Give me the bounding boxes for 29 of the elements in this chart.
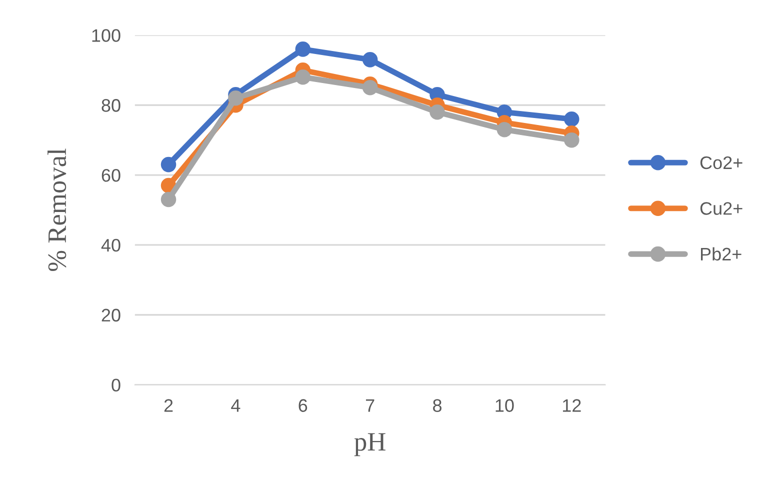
x-tick-label: 10: [496, 399, 514, 412]
point: [160, 192, 176, 208]
y-tick-label: 80: [102, 99, 120, 112]
point: [362, 80, 378, 96]
y-axis-title: % Removal: [48, 148, 66, 272]
point: [564, 111, 580, 127]
point: [430, 104, 445, 120]
x-tick-label: 4: [231, 399, 240, 412]
legend-label: Cu2+: [700, 202, 742, 215]
x-axis-title: pH: [354, 433, 386, 456]
y-tick-label: 100: [92, 29, 120, 42]
x-tick-label: 2: [164, 399, 173, 412]
x-tick-label: 12: [562, 399, 581, 412]
point: [295, 42, 311, 57]
point: [496, 122, 512, 138]
y-tick-label: 20: [102, 308, 120, 322]
legend-label: Co2+: [700, 156, 742, 170]
point: [295, 70, 311, 85]
y-tick-label: 0: [112, 378, 120, 392]
y-tick-label: 40: [101, 238, 120, 252]
point: [362, 52, 378, 68]
x-tick-label: 7: [366, 399, 374, 412]
x-tick-label: 8: [433, 399, 442, 412]
y-tick-label: 60: [102, 168, 120, 182]
legend-label: Pb2+: [700, 247, 742, 261]
point: [228, 90, 244, 106]
point: [564, 132, 580, 148]
point: [160, 156, 176, 172]
x-tick-label: 6: [298, 399, 308, 412]
